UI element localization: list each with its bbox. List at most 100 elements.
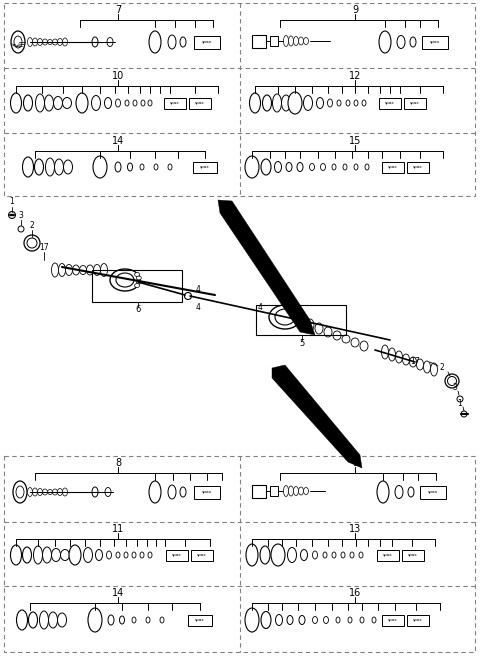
- Ellipse shape: [180, 487, 186, 497]
- Ellipse shape: [245, 156, 259, 178]
- Ellipse shape: [140, 552, 144, 558]
- Ellipse shape: [299, 615, 305, 625]
- Ellipse shape: [365, 164, 369, 170]
- Ellipse shape: [100, 264, 108, 276]
- Ellipse shape: [16, 486, 24, 498]
- Text: 2: 2: [30, 220, 35, 230]
- Ellipse shape: [27, 487, 33, 497]
- Ellipse shape: [14, 36, 22, 48]
- Text: spax: spax: [413, 165, 423, 169]
- Text: 5: 5: [300, 338, 305, 348]
- Ellipse shape: [105, 98, 111, 108]
- Ellipse shape: [120, 616, 124, 624]
- Ellipse shape: [48, 612, 58, 628]
- Ellipse shape: [76, 93, 88, 113]
- Ellipse shape: [303, 37, 309, 45]
- Ellipse shape: [63, 160, 72, 174]
- Ellipse shape: [52, 489, 58, 495]
- Ellipse shape: [149, 481, 161, 503]
- Ellipse shape: [342, 335, 350, 343]
- Circle shape: [27, 238, 37, 248]
- Ellipse shape: [154, 164, 158, 170]
- PathPatch shape: [272, 365, 362, 468]
- Ellipse shape: [43, 489, 48, 495]
- Ellipse shape: [350, 552, 354, 558]
- Ellipse shape: [88, 608, 102, 632]
- Text: 9: 9: [352, 5, 358, 15]
- Ellipse shape: [245, 608, 259, 632]
- Ellipse shape: [128, 163, 132, 171]
- Ellipse shape: [80, 266, 86, 274]
- Ellipse shape: [382, 345, 388, 359]
- Ellipse shape: [388, 348, 396, 361]
- Ellipse shape: [321, 163, 325, 171]
- Ellipse shape: [341, 552, 345, 558]
- Ellipse shape: [377, 481, 389, 503]
- Bar: [193, 161, 217, 173]
- Text: 2: 2: [440, 363, 444, 373]
- Ellipse shape: [260, 546, 270, 564]
- Bar: [189, 98, 211, 108]
- Ellipse shape: [146, 617, 150, 623]
- Text: spax: spax: [413, 618, 423, 622]
- Ellipse shape: [273, 94, 281, 112]
- Bar: [270, 486, 278, 496]
- Ellipse shape: [115, 162, 121, 172]
- Ellipse shape: [332, 552, 336, 558]
- Ellipse shape: [310, 163, 314, 171]
- Ellipse shape: [372, 617, 376, 623]
- Text: spax: spax: [172, 553, 182, 557]
- Ellipse shape: [379, 31, 391, 53]
- Ellipse shape: [261, 611, 271, 628]
- Ellipse shape: [168, 485, 176, 499]
- Bar: [407, 615, 429, 626]
- Text: 4: 4: [195, 302, 201, 312]
- Text: 17: 17: [410, 358, 420, 367]
- Ellipse shape: [72, 265, 80, 275]
- Ellipse shape: [33, 488, 37, 496]
- Text: 14: 14: [112, 136, 124, 146]
- Ellipse shape: [332, 164, 336, 170]
- Circle shape: [445, 374, 459, 388]
- Text: spax: spax: [200, 165, 210, 169]
- Ellipse shape: [132, 552, 136, 558]
- Ellipse shape: [403, 354, 409, 365]
- Ellipse shape: [37, 489, 43, 495]
- Bar: [420, 485, 446, 499]
- Ellipse shape: [45, 95, 53, 111]
- Ellipse shape: [48, 489, 52, 495]
- Text: 10: 10: [112, 71, 124, 81]
- Circle shape: [18, 226, 24, 232]
- Bar: [379, 98, 401, 108]
- Ellipse shape: [275, 309, 295, 325]
- Bar: [270, 36, 278, 46]
- Ellipse shape: [125, 100, 129, 106]
- Ellipse shape: [160, 617, 164, 623]
- Ellipse shape: [296, 321, 300, 325]
- Bar: [252, 35, 266, 48]
- Text: spax: spax: [195, 618, 205, 622]
- Text: 17: 17: [39, 243, 49, 251]
- Ellipse shape: [306, 319, 314, 331]
- Ellipse shape: [62, 98, 72, 108]
- Ellipse shape: [132, 617, 136, 623]
- Text: 15: 15: [349, 136, 361, 146]
- Ellipse shape: [288, 548, 297, 562]
- Bar: [377, 550, 399, 560]
- Ellipse shape: [92, 37, 98, 47]
- Ellipse shape: [60, 550, 70, 560]
- Ellipse shape: [16, 610, 27, 630]
- Text: spax: spax: [195, 101, 205, 105]
- Bar: [4, 3, 475, 196]
- Ellipse shape: [312, 551, 317, 559]
- Text: 4: 4: [258, 304, 263, 312]
- Ellipse shape: [133, 100, 137, 106]
- Ellipse shape: [275, 161, 281, 173]
- Ellipse shape: [354, 100, 358, 106]
- Ellipse shape: [316, 98, 324, 108]
- PathPatch shape: [218, 200, 315, 335]
- Ellipse shape: [34, 546, 43, 564]
- Ellipse shape: [250, 93, 261, 113]
- Ellipse shape: [136, 276, 141, 280]
- Ellipse shape: [354, 164, 358, 170]
